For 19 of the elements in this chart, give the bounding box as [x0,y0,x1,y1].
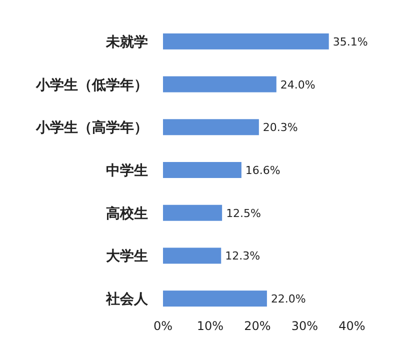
data-label: 12.3% [225,250,260,263]
data-label: 35.1% [332,35,368,48]
data-label: 20.3% [262,121,298,134]
y-tick-label: 大学生 [106,248,148,265]
data-label: 24.0% [280,78,316,92]
data-label: 22.0% [270,292,306,306]
data-label: 16.6% [245,164,280,177]
x-tick-label: 0% [153,319,173,333]
x-tick-label: 40% [338,319,366,333]
y-tick-label: 高校生 [106,204,148,222]
y-tick-label: 中学生 [106,163,148,179]
x-tick-label: 30% [291,319,318,333]
data-label: 12.5% [226,206,262,220]
x-tick-label: 10% [196,319,224,333]
y-tick-label: 未就学 [105,34,148,50]
y-tick-label: 小学生（低学年） [35,77,148,94]
x-tick-label: 20% [244,319,271,333]
y-tick-label: 社会人 [105,292,149,308]
y-tick-label: 小学生（高学年） [35,119,148,136]
